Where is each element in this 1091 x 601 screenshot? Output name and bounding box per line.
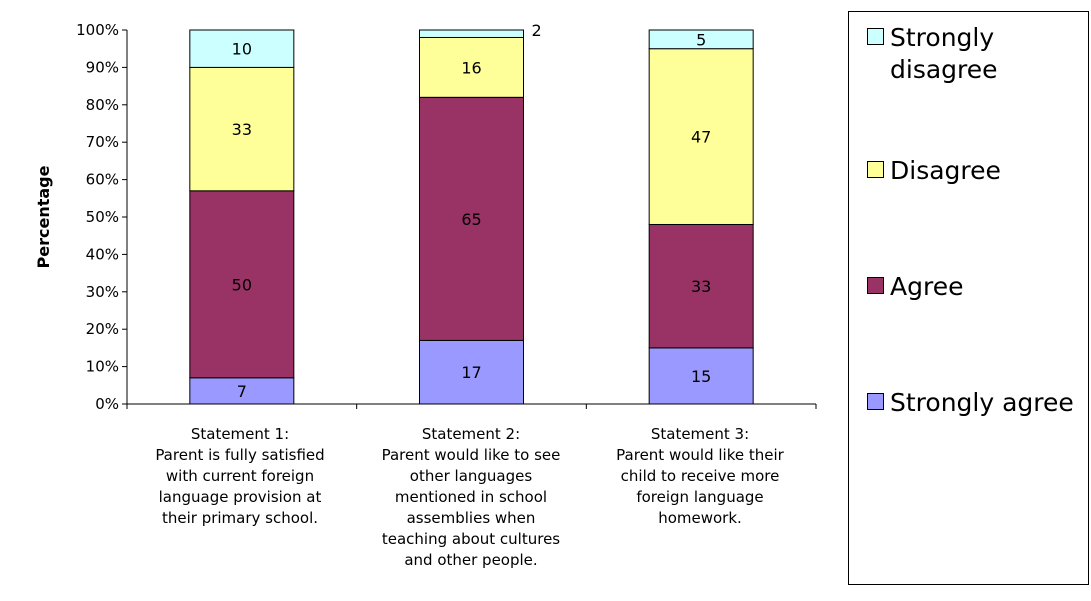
bar-segment-strongly-agree-statement-2 — [419, 339, 524, 405]
legend-item-agree: Agree — [867, 271, 963, 303]
legend-swatch-strongly-agree — [867, 393, 884, 410]
data-label-agree-statement-3: 33 — [691, 277, 711, 296]
legend-swatch-disagree — [867, 161, 884, 178]
bar-segment-strongly-disagree-statement-3 — [648, 29, 754, 50]
bar-segment-strongly-disagree-statement-1 — [189, 29, 295, 68]
data-label-disagree-statement-1: 33 — [232, 120, 252, 139]
data-label-strongly-agree-statement-2: 17 — [461, 363, 481, 382]
y-tick-label: 20% — [86, 320, 119, 338]
data-label-agree-statement-1: 50 — [232, 275, 252, 294]
y-tick-label: 60% — [86, 171, 119, 189]
data-label-strongly-disagree-statement-3: 5 — [696, 30, 706, 49]
y-tick-label: 50% — [86, 208, 119, 226]
bar-segment-strongly-disagree-statement-2 — [419, 29, 524, 38]
y-tick-label: 90% — [86, 58, 119, 76]
legend: Strongly disagree Disagree Agree Strongl… — [848, 11, 1089, 585]
legend-swatch-agree — [867, 277, 884, 294]
bar-segment-agree-statement-3 — [648, 223, 754, 349]
y-axis-title: Percentage — [34, 165, 53, 268]
data-label-agree-statement-2: 65 — [461, 210, 481, 229]
data-label-strongly-disagree-statement-1: 10 — [232, 40, 252, 59]
legend-label-disagree: Disagree — [890, 156, 1001, 185]
bar-segment-disagree-statement-3 — [648, 48, 754, 225]
data-label-disagree-statement-3: 47 — [691, 128, 711, 147]
legend-label-agree: Agree — [890, 272, 964, 301]
y-tick-label: 0% — [95, 395, 119, 413]
data-label-strongly-disagree-statement-2: 2 — [532, 21, 542, 40]
y-tick-label: 100% — [76, 21, 119, 39]
legend-item-strongly-agree: Strongly agree — [867, 387, 1074, 419]
category-label-statement-3: Statement 3: Parent would like their chi… — [616, 425, 784, 527]
bar-segment-disagree-statement-1 — [189, 66, 295, 192]
data-label-disagree-statement-2: 16 — [461, 58, 481, 77]
data-label-strongly-agree-statement-3: 15 — [691, 367, 711, 386]
bar-segment-disagree-statement-2 — [419, 36, 524, 98]
category-label-statement-2: Statement 2: Parent would like to see ot… — [381, 425, 561, 569]
bar-segment-agree-statement-2 — [419, 96, 524, 341]
data-label-strongly-agree-statement-1: 7 — [237, 382, 247, 401]
y-tick-label: 80% — [86, 96, 119, 114]
legend-label-strongly-disagree: Strongly disagree — [890, 23, 998, 84]
y-tick-label: 70% — [86, 133, 119, 151]
y-tick-label: 10% — [86, 358, 119, 376]
legend-item-strongly-disagree: Strongly disagree — [867, 22, 1088, 86]
category-label-statement-1: Statement 1: Parent is fully satisfied w… — [155, 425, 325, 527]
bar-segment-agree-statement-1 — [189, 190, 295, 379]
legend-swatch-strongly-disagree — [867, 28, 884, 45]
legend-label-strongly-agree: Strongly agree — [890, 388, 1074, 417]
legend-item-disagree: Disagree — [867, 155, 1001, 187]
y-tick-label: 40% — [86, 245, 119, 263]
y-tick-label: 30% — [86, 283, 119, 301]
